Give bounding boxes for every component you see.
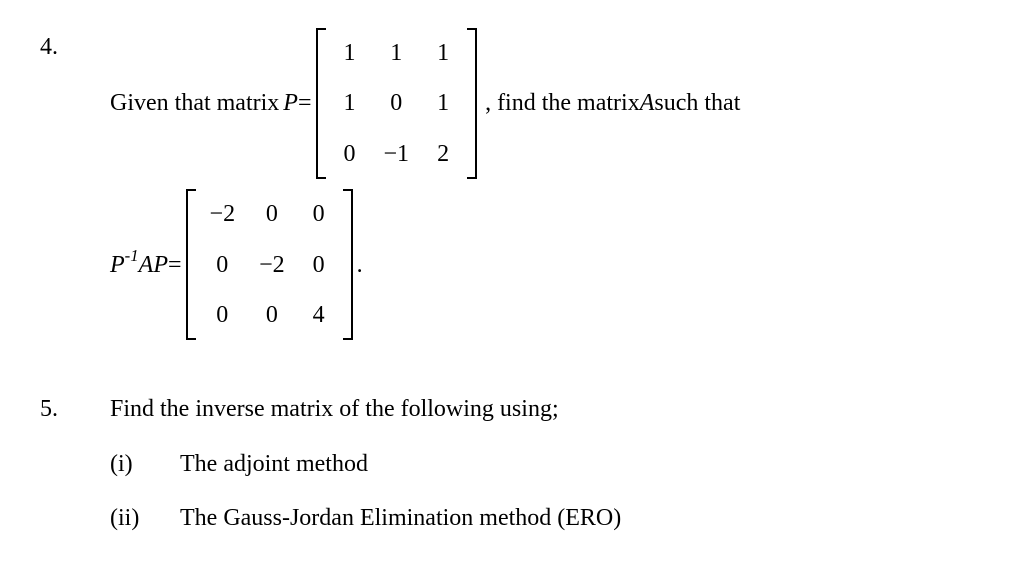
matrix-P-body: 1 1 1 1 0 1 0 −1 2: [328, 28, 466, 179]
matrix-P-cell-1-2: 1: [421, 78, 465, 128]
p4-post-text: , find the matrix: [485, 84, 640, 122]
matrix-P-cell-0-0: 1: [328, 28, 372, 78]
matrix-D-cell-2-2: 4: [297, 290, 341, 340]
matrix-P-row-0: 1 1 1: [328, 28, 466, 78]
matrix-D-cell-0-0: −2: [198, 189, 248, 239]
p4-lhs-eq: =: [168, 246, 182, 284]
matrix-P-cell-0-2: 1: [421, 28, 465, 78]
matrix-D-cell-2-1: 0: [247, 290, 297, 340]
matrix-P-cell-0-1: 1: [372, 28, 422, 78]
matrix-D-cell-2-0: 0: [198, 290, 248, 340]
top-spacer: [40, 20, 977, 28]
matrix-D-cell-0-2: 0: [297, 189, 341, 239]
p4-such-that: such that: [654, 84, 740, 122]
p4-lhs-P: P: [110, 246, 125, 284]
matrix-D-right-bracket: [343, 189, 353, 340]
matrix-D-row-0: −2 0 0: [198, 189, 341, 239]
problem-5-number: 5.: [40, 390, 110, 428]
problem-5-item-1: (ii) The Gauss-Jordan Elimination method…: [110, 499, 977, 537]
p4-lhs-AP: AP: [139, 246, 168, 284]
problem-5-item-0: (i) The adjoint method: [110, 445, 977, 483]
p4-var-P: P: [283, 84, 298, 122]
problem-4: 4. Given that matrix P = 1 1 1 1: [40, 28, 977, 340]
matrix-D-left-bracket: [186, 189, 196, 340]
matrix-P-cell-2-1: −1: [372, 129, 422, 179]
matrix-D-cell-1-2: 0: [297, 240, 341, 290]
matrix-D: −2 0 0 0 −2 0 0 0 4: [186, 189, 353, 340]
p4-equals: =: [298, 84, 312, 122]
problem-4-number: 4.: [40, 28, 110, 66]
matrix-P-cell-1-0: 1: [328, 78, 372, 128]
problem-5-sublist: (i) The adjoint method (ii) The Gauss-Jo…: [110, 445, 977, 538]
matrix-D-cell-1-1: −2: [247, 240, 297, 290]
problem-4-body: Given that matrix P = 1 1 1 1 0: [110, 28, 977, 340]
problem-5-stem: Find the inverse matrix of the following…: [110, 390, 977, 428]
matrix-P-row-1: 1 0 1: [328, 78, 466, 128]
problem-5-item-1-text: The Gauss-Jordan Elimination method (ERO…: [180, 499, 621, 537]
matrix-D-row-1: 0 −2 0: [198, 240, 341, 290]
matrix-D-row-2: 0 0 4: [198, 290, 341, 340]
problem-5-item-1-label: (ii): [110, 499, 180, 537]
matrix-P-left-bracket: [316, 28, 326, 179]
matrix-D-cell-0-1: 0: [247, 189, 297, 239]
matrix-P: 1 1 1 1 0 1 0 −1 2: [316, 28, 478, 179]
problem-4-line-1: Given that matrix P = 1 1 1 1 0: [110, 28, 977, 179]
problem-5-item-0-text: The adjoint method: [180, 445, 368, 483]
p4-pre-text: Given that matrix: [110, 84, 279, 122]
matrix-P-right-bracket: [467, 28, 477, 179]
matrix-P-cell-2-0: 0: [328, 129, 372, 179]
matrix-P-cell-2-2: 2: [421, 129, 465, 179]
matrix-P-row-2: 0 −1 2: [328, 129, 466, 179]
problem-5: 5. Find the inverse matrix of the follow…: [40, 390, 977, 537]
matrix-P-cell-1-1: 0: [372, 78, 422, 128]
problem-5-item-0-label: (i): [110, 445, 180, 483]
p4-lhs-sup: -1: [125, 243, 139, 270]
p4-var-A: A: [640, 84, 655, 122]
page-root: 4. Given that matrix P = 1 1 1 1: [0, 0, 1027, 570]
p4-period: .: [357, 246, 363, 284]
matrix-D-body: −2 0 0 0 −2 0 0 0 4: [198, 189, 341, 340]
problem-4-line-2: P-1AP = −2 0 0 0 −2 0: [110, 189, 977, 340]
matrix-D-cell-1-0: 0: [198, 240, 248, 290]
problem-5-body: Find the inverse matrix of the following…: [110, 390, 977, 537]
